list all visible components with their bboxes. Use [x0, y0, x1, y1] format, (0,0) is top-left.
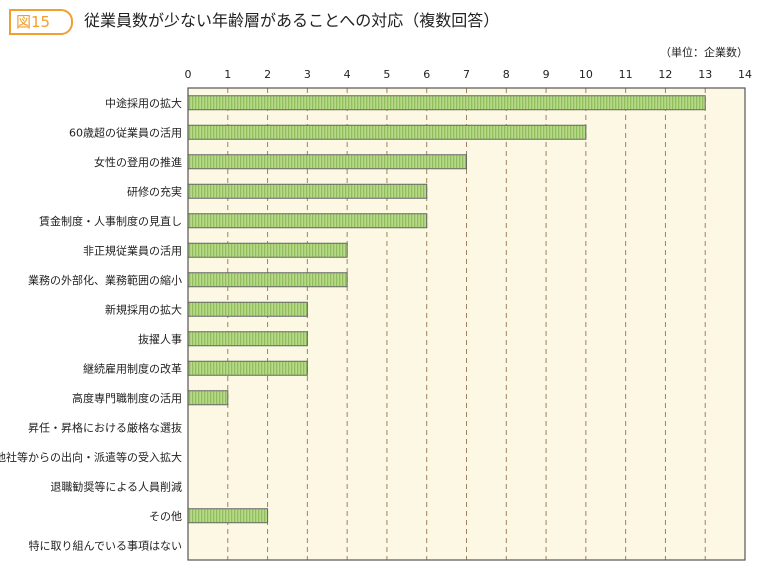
plot-border [187, 87, 746, 561]
bar [187, 124, 587, 140]
bar [187, 95, 706, 111]
bar [187, 301, 308, 317]
figure-label: 図15 [9, 9, 73, 35]
x-tick-label: 0 [185, 68, 192, 81]
x-tick-label: 9 [543, 68, 550, 81]
x-tick-label: 2 [264, 68, 271, 81]
y-category-label: 女性の登用の推進 [94, 155, 182, 169]
y-category-label: 特に取り組んでいる事項はない [29, 538, 182, 552]
x-tick-label: 14 [738, 68, 752, 81]
bar [187, 360, 308, 376]
y-category-label: 新規採用の拡大 [105, 302, 182, 316]
bar [187, 242, 348, 258]
y-category-label: 業務の外部化、業務範囲の縮小 [28, 273, 182, 287]
x-tick-label: 10 [579, 68, 593, 81]
bar [187, 183, 428, 199]
x-tick-label: 6 [423, 68, 430, 81]
unit-label: （単位：企業数） [660, 46, 748, 59]
chart-title: 従業員数が少ない年齢層があることへの対応（複数回答） [84, 11, 500, 30]
y-category-label: 抜擢人事 [138, 332, 182, 346]
y-category-label: 60歳超の従業員の活用 [69, 125, 182, 139]
y-category-label: 非正規従業員の活用 [83, 243, 182, 257]
y-category-label: 他社等からの出向・派遣等の受入拡大 [0, 450, 182, 464]
y-category-label: 退職勧奨等による人員削減 [50, 479, 182, 493]
y-category-label: 高度専門職制度の活用 [72, 391, 182, 405]
y-category-label: 昇任・昇格における厳格な選抜 [28, 420, 182, 434]
x-tick-label: 5 [383, 68, 390, 81]
bar [187, 272, 348, 288]
x-tick-label: 13 [698, 68, 712, 81]
bar [187, 213, 428, 229]
x-tick-label: 8 [503, 68, 510, 81]
x-tick-label: 12 [658, 68, 672, 81]
bar [187, 390, 229, 406]
y-category-label: 賃金制度・人事制度の見直し [39, 214, 182, 228]
x-tick-label: 4 [344, 68, 351, 81]
bar [187, 154, 467, 170]
x-tick-label: 11 [619, 68, 633, 81]
y-category-label: 中途採用の拡大 [105, 96, 182, 110]
y-category-label: 継続雇用制度の改革 [83, 361, 182, 375]
y-category-label: 研修の充実 [127, 184, 182, 198]
x-tick-label: 3 [304, 68, 311, 81]
x-tick-label: 1 [224, 68, 231, 81]
x-tick-label: 7 [463, 68, 470, 81]
bar [187, 331, 308, 347]
bar [187, 508, 269, 524]
y-category-label: その他 [149, 510, 182, 523]
